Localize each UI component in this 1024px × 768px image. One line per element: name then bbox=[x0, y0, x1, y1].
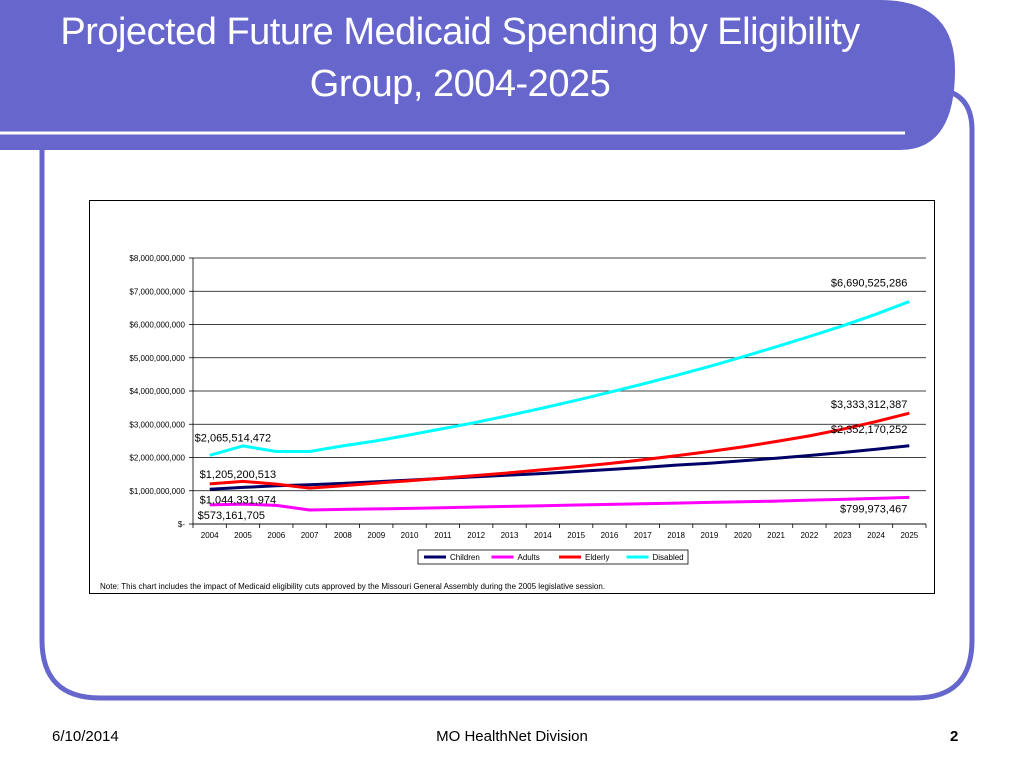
x-tick-label: 2015 bbox=[567, 531, 585, 540]
x-tick-label: 2025 bbox=[900, 531, 918, 540]
x-tick-label: 2019 bbox=[701, 531, 719, 540]
x-tick-label: 2011 bbox=[434, 531, 452, 540]
title-banner bbox=[0, 0, 955, 150]
x-tick-label: 2008 bbox=[334, 531, 352, 540]
line-chart: $- $1,000,000,000 $2,000,000,000 $3,000,000… bbox=[100, 254, 927, 591]
legend-label-elderly: Elderly bbox=[585, 553, 609, 562]
y-tick-label: $- bbox=[178, 520, 185, 529]
y-tick-label: $7,000,000,000 bbox=[129, 287, 185, 296]
x-tick-label: 2012 bbox=[467, 531, 485, 540]
y-tick-label: $1,000,000,000 bbox=[129, 487, 185, 496]
legend-box bbox=[417, 549, 689, 565]
x-tick-label: 2022 bbox=[800, 531, 818, 540]
data-label: $6,690,525,286 bbox=[831, 278, 907, 290]
data-label: $3,333,312,387 bbox=[831, 399, 907, 411]
page-number: 2 bbox=[950, 728, 959, 745]
series-line-disabled bbox=[209, 300, 910, 457]
series-line-elderly bbox=[209, 411, 910, 490]
y-tick-label: $4,000,000,000 bbox=[129, 387, 185, 396]
data-label: $2,065,514,472 bbox=[195, 432, 271, 444]
y-tick-label: $3,000,000,000 bbox=[129, 420, 185, 429]
x-tick-label: 2020 bbox=[734, 531, 752, 540]
y-tick-label: $6,000,000,000 bbox=[129, 321, 185, 330]
x-tick-label: 2021 bbox=[767, 531, 785, 540]
footer-division: MO HealthNet Division bbox=[436, 728, 588, 745]
x-tick-label: 2016 bbox=[601, 531, 619, 540]
x-tick-label: 2023 bbox=[834, 531, 852, 540]
frame-outline bbox=[39, 89, 975, 701]
x-tick-label: 2005 bbox=[234, 531, 252, 540]
x-tick-label: 2006 bbox=[267, 531, 285, 540]
data-label: $1,205,200,513 bbox=[200, 469, 276, 481]
legend-label-disabled: Disabled bbox=[653, 553, 684, 562]
slide-title: Projected Future Medicaid Spending by El… bbox=[60, 11, 860, 105]
x-tick-label: 2004 bbox=[201, 531, 219, 540]
chart-container: $- $1,000,000,000 $2,000,000,000 $3,000,000… bbox=[89, 200, 935, 594]
y-tick-label: $2,000,000,000 bbox=[129, 454, 185, 463]
legend-label-adults: Adults bbox=[518, 553, 540, 562]
legend-label-children: Children bbox=[450, 553, 480, 562]
y-tick-label: $5,000,000,000 bbox=[129, 354, 185, 363]
x-tick-label: 2009 bbox=[367, 531, 385, 540]
data-label: $2,352,170,252 bbox=[831, 424, 907, 436]
data-label: $1,044,331,974 bbox=[200, 494, 276, 506]
series-line-adults bbox=[209, 495, 910, 512]
x-tick-label: 2014 bbox=[534, 531, 552, 540]
y-tick-label: $8,000,000,000 bbox=[129, 254, 185, 263]
series-line-children bbox=[209, 444, 910, 491]
data-label: $799,973,467 bbox=[840, 503, 907, 515]
footer-date: 6/10/2014 bbox=[52, 728, 119, 745]
data-label: $573,161,705 bbox=[198, 510, 265, 522]
chart-note: Note: This chart includes the impact of … bbox=[100, 582, 605, 591]
x-tick-label: 2013 bbox=[501, 531, 519, 540]
x-tick-label: 2010 bbox=[401, 531, 419, 540]
x-tick-label: 2017 bbox=[634, 531, 652, 540]
x-tick-label: 2007 bbox=[301, 531, 319, 540]
x-tick-label: 2024 bbox=[867, 531, 885, 540]
x-tick-label: 2018 bbox=[667, 531, 685, 540]
